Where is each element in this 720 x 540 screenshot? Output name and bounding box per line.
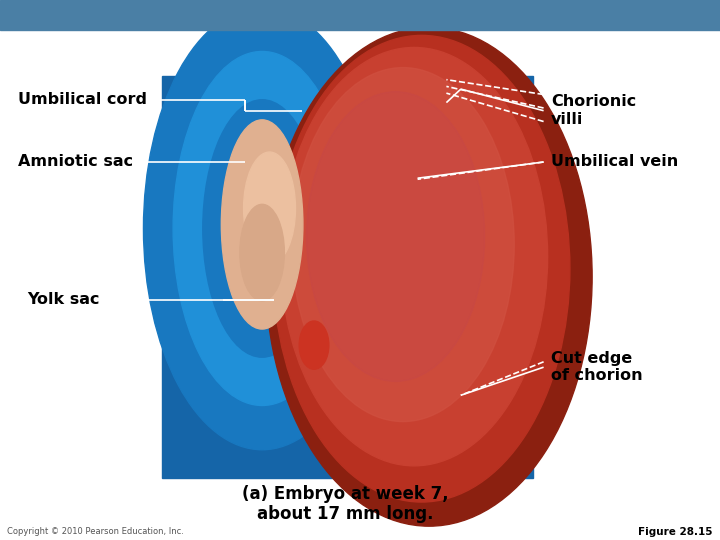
Ellipse shape: [143, 7, 381, 450]
Ellipse shape: [281, 48, 548, 466]
Ellipse shape: [274, 35, 570, 502]
Bar: [162, 76, 533, 478]
Ellipse shape: [292, 68, 514, 422]
Ellipse shape: [300, 321, 329, 369]
Ellipse shape: [266, 28, 592, 526]
Text: Figure 28.15: Figure 28.15: [639, 527, 713, 537]
Text: Umbilical vein: Umbilical vein: [551, 154, 678, 170]
Ellipse shape: [203, 100, 321, 357]
Ellipse shape: [307, 92, 485, 381]
Text: Yolk sac: Yolk sac: [27, 292, 100, 307]
Text: about 17 mm long.: about 17 mm long.: [257, 505, 434, 523]
Text: Copyright © 2010 Pearson Education, Inc.: Copyright © 2010 Pearson Education, Inc.: [7, 528, 184, 536]
Text: Amniotic sac: Amniotic sac: [18, 154, 133, 170]
Ellipse shape: [221, 120, 303, 329]
Text: Umbilical cord: Umbilical cord: [18, 92, 147, 107]
Text: (a) Embryo at week 7,: (a) Embryo at week 7,: [243, 485, 449, 503]
Ellipse shape: [240, 204, 284, 301]
Ellipse shape: [243, 152, 295, 265]
Bar: [0, 0, 720, 30]
Text: Cut edge
of chorion: Cut edge of chorion: [551, 351, 642, 383]
Ellipse shape: [173, 51, 351, 406]
Text: Chorionic
villi: Chorionic villi: [551, 94, 636, 127]
